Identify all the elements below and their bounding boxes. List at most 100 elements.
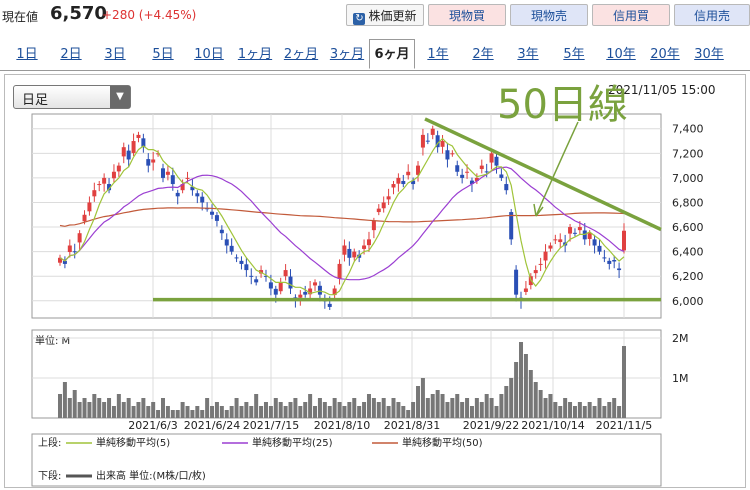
volume-bar — [214, 402, 219, 418]
volume-bar — [234, 398, 239, 418]
volume-bar — [72, 390, 77, 418]
volume-bar — [273, 398, 278, 418]
candle-body — [523, 288, 528, 292]
volume-bar — [376, 402, 381, 418]
volume-bar — [160, 398, 165, 418]
candle-body — [160, 168, 165, 178]
volume-bar — [381, 398, 386, 418]
volume-bar — [327, 406, 332, 418]
candle-body — [538, 263, 543, 265]
buy-margin-button[interactable]: 信用買 — [592, 4, 670, 26]
candle-body — [190, 186, 195, 191]
tab-3d[interactable]: 3日 — [104, 47, 126, 62]
volume-bar — [455, 394, 460, 418]
tab-6m[interactable]: 6ヶ月 — [369, 39, 415, 69]
candle-body — [313, 282, 318, 286]
candle-body — [474, 177, 479, 181]
volume-bar — [460, 402, 465, 418]
tab-2d[interactable]: 2日 — [60, 47, 82, 62]
interval-select[interactable]: 日足 ▼ — [13, 85, 131, 109]
volume-bar — [165, 406, 170, 418]
candle-body — [543, 251, 548, 261]
volume-bar — [249, 406, 254, 418]
volume-bar — [156, 410, 161, 418]
volume-bar — [313, 406, 318, 418]
tab-20y[interactable]: 20年 — [650, 47, 680, 62]
buy-spot-button[interactable]: 現物買 — [428, 4, 506, 26]
candle-body — [416, 165, 421, 175]
volume-bar — [131, 406, 136, 418]
candle-body — [58, 257, 62, 263]
volume-bar — [224, 410, 229, 418]
price-plot-frame — [31, 113, 662, 319]
price-tick-label: 7,200 — [672, 147, 704, 160]
candle-body — [77, 233, 82, 243]
tab-3m[interactable]: 3ヶ月 — [329, 47, 365, 62]
volume-bar — [288, 402, 293, 418]
volume-bar — [263, 402, 268, 418]
volume-bar — [568, 402, 573, 418]
sell-margin-button[interactable]: 信用売 — [674, 4, 750, 26]
tab-2y[interactable]: 2年 — [472, 47, 494, 62]
date-tick-label: 2021/8/31 — [384, 419, 440, 432]
tab-1d[interactable]: 1日 — [16, 47, 38, 62]
candle-body — [107, 184, 112, 191]
ma5-line — [59, 137, 625, 296]
annotation-arrowhead — [533, 203, 544, 217]
candle-body — [602, 257, 607, 259]
volume-bar — [553, 402, 558, 418]
candle-body — [386, 196, 391, 200]
candle-body — [239, 260, 244, 264]
candle-body — [425, 140, 430, 142]
tab-1m[interactable]: 1ヶ月 — [237, 47, 273, 62]
volume-bar — [499, 394, 504, 418]
annotation-arrow — [535, 121, 579, 217]
volume-bar — [170, 410, 175, 418]
sell-spot-button[interactable]: 現物売 — [510, 4, 588, 26]
volume-bar — [175, 410, 180, 418]
volume-bar — [391, 398, 396, 418]
volume-bar — [474, 398, 479, 418]
candle-body — [185, 177, 190, 179]
tab-1y[interactable]: 1年 — [427, 47, 449, 62]
volume-bar — [494, 406, 499, 418]
tab-3y[interactable]: 3年 — [517, 47, 539, 62]
volume-bar — [528, 370, 533, 418]
volume-bar — [210, 406, 215, 418]
candle-body — [254, 279, 259, 283]
candle-body — [327, 303, 332, 307]
volume-bar — [607, 402, 612, 418]
volume-bar — [371, 398, 376, 418]
tab-10d[interactable]: 10日 — [194, 47, 224, 62]
volume-bar — [435, 390, 440, 418]
volume-bar — [151, 402, 156, 418]
legend-ma25-label: 単純移動平均(25) — [252, 436, 333, 449]
candle-body — [587, 233, 592, 239]
tab-5y[interactable]: 5年 — [563, 47, 585, 62]
tab-30y[interactable]: 30年 — [694, 47, 724, 62]
candle-body — [548, 245, 553, 249]
refresh-price-button[interactable]: ↻ 株価更新 — [346, 4, 424, 26]
volume-bar — [62, 382, 67, 418]
candle-body — [116, 165, 121, 172]
resistance-trendline — [424, 117, 662, 232]
volume-bar — [406, 410, 411, 418]
volume-bar — [352, 398, 357, 418]
volume-bar — [92, 394, 97, 418]
volume-bar — [523, 354, 528, 418]
candle-body — [607, 260, 612, 264]
candle-body — [156, 153, 161, 155]
candle-body — [553, 239, 558, 241]
volume-bar — [229, 406, 234, 418]
price-tick-label: 7,400 — [672, 123, 704, 136]
tab-10y[interactable]: 10年 — [606, 47, 636, 62]
candle-body — [288, 276, 293, 289]
volume-bar — [592, 406, 597, 418]
ma25-line — [59, 166, 625, 281]
tab-5d[interactable]: 5日 — [152, 47, 174, 62]
candle-body — [450, 153, 455, 155]
candle-body — [151, 159, 156, 163]
candle-body — [371, 220, 376, 231]
tab-2m[interactable]: 2ヶ月 — [283, 47, 319, 62]
candle-body — [342, 245, 347, 255]
